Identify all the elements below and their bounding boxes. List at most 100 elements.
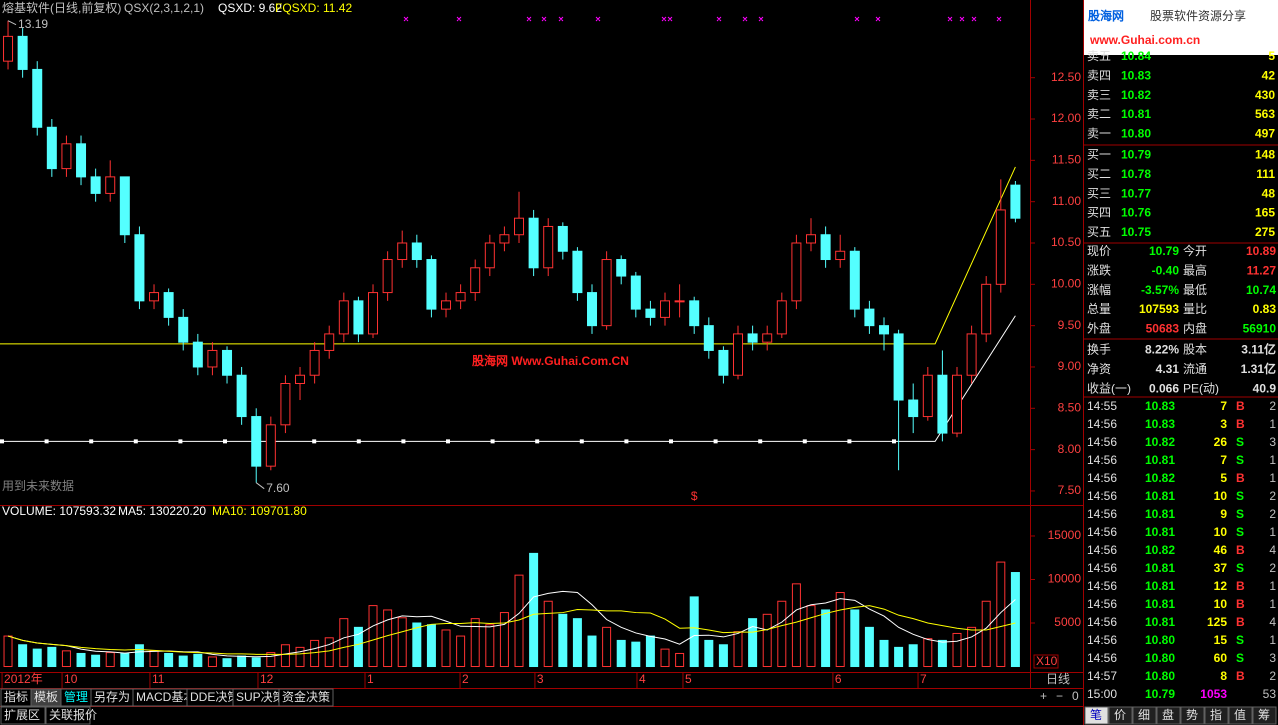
trend-line xyxy=(0,166,1016,345)
book-size: 430 xyxy=(1255,88,1275,102)
candle-body xyxy=(134,234,145,302)
trade-volume: 15 xyxy=(1214,633,1228,647)
side-tab-label[interactable]: 指 xyxy=(1210,707,1222,722)
legend-entry: MA10: 109701.80 xyxy=(212,504,307,518)
period-label: 日线 xyxy=(1046,672,1070,686)
tab-label[interactable]: MACD基本 xyxy=(136,690,195,704)
volume-bar xyxy=(456,635,466,668)
trade-volume: 10 xyxy=(1214,525,1228,539)
candle-body xyxy=(426,259,437,310)
tab-label[interactable]: 管理 xyxy=(64,689,88,704)
book-price: 10.77 xyxy=(1121,186,1151,200)
trade-count: 1 xyxy=(1269,471,1276,485)
y-tick-label: 11.50 xyxy=(1052,153,1081,167)
indicator-name: QSX(2,3,1,2,1) xyxy=(124,1,204,15)
line-dot xyxy=(446,439,450,444)
side-tab-label[interactable]: 盘 xyxy=(1162,707,1174,722)
candle-body xyxy=(791,242,802,302)
zoom-button[interactable]: − xyxy=(1056,689,1063,703)
book-label: 卖一 xyxy=(1087,126,1111,140)
legend-entry: VOLUME: 107593.32 xyxy=(2,504,116,518)
trade-side: S xyxy=(1236,525,1244,539)
book-size: 5 xyxy=(1268,49,1275,63)
tab[interactable] xyxy=(45,706,91,725)
trade-volume: 125 xyxy=(1207,615,1227,629)
x-tick-label: 5 xyxy=(685,672,692,686)
side-tab-label[interactable]: 势 xyxy=(1186,708,1198,722)
candle-body xyxy=(995,209,1006,285)
trade-side: S xyxy=(1236,507,1244,521)
stat-value: 4.31 xyxy=(1156,362,1180,376)
trade-volume: 7 xyxy=(1220,453,1227,467)
side-tab[interactable] xyxy=(1132,706,1157,725)
side-tab[interactable] xyxy=(1228,706,1253,725)
x-tick-label: 1 xyxy=(367,672,374,686)
tab-label[interactable]: DDE决策 xyxy=(190,690,239,704)
side-tab[interactable] xyxy=(1180,706,1205,725)
tab-label[interactable]: 指标 xyxy=(4,689,28,704)
tab-label[interactable]: 模板 xyxy=(34,690,58,704)
side-tab-label[interactable]: 筹 xyxy=(1258,708,1270,722)
trade-side: B xyxy=(1236,597,1245,611)
trade-count: 2 xyxy=(1269,669,1276,683)
volume-bar xyxy=(879,639,889,668)
unit-label: X10 xyxy=(1036,654,1058,668)
candle-body xyxy=(893,333,904,401)
side-tab[interactable] xyxy=(1204,706,1229,725)
stat-label: 换手 xyxy=(1087,343,1111,357)
zoom-button[interactable]: + xyxy=(1040,689,1047,703)
line-dot xyxy=(535,439,540,444)
trade-price: 10.81 xyxy=(1145,525,1175,539)
tab[interactable] xyxy=(278,688,334,707)
book-size: 165 xyxy=(1255,206,1275,220)
side-tab[interactable] xyxy=(1084,706,1109,725)
stat-value: 8.22% xyxy=(1145,343,1179,357)
side-tab[interactable] xyxy=(1156,706,1181,725)
volume-bar xyxy=(470,618,480,668)
line-dot xyxy=(490,439,495,444)
side-tab[interactable] xyxy=(1108,706,1133,725)
candle-body xyxy=(1010,184,1021,219)
logo-slogan: 股票软件资源分享 xyxy=(1150,8,1246,23)
zoom-button[interactable]: 0 xyxy=(1072,689,1079,703)
line-dot xyxy=(223,439,227,444)
stat-value: 10.74 xyxy=(1246,283,1276,297)
volume-bar xyxy=(339,618,349,668)
candle-body xyxy=(864,308,875,327)
stat-value: 10.89 xyxy=(1246,244,1276,258)
side-tab-label[interactable]: 细 xyxy=(1138,708,1150,722)
y-tick-label: 12.00 xyxy=(1051,111,1081,125)
tab-label[interactable]: 关联报价 xyxy=(49,707,97,722)
volume-bar xyxy=(1010,572,1020,668)
trade-volume: 60 xyxy=(1214,651,1228,665)
candle-body xyxy=(265,424,276,467)
side-tab-label[interactable]: 值 xyxy=(1234,707,1246,722)
tab-label[interactable]: 扩展区 xyxy=(4,708,40,722)
volume-bar xyxy=(397,617,407,668)
volume-bar xyxy=(981,600,991,668)
stat-label: 涨幅 xyxy=(1087,282,1111,297)
side-tab-label[interactable]: 价 xyxy=(1114,708,1126,722)
volume-bar xyxy=(835,592,845,668)
side-tab[interactable] xyxy=(1252,706,1277,725)
line-dot xyxy=(802,439,807,444)
line-dot xyxy=(713,439,718,444)
trade-side: S xyxy=(1236,651,1244,665)
book-size: 111 xyxy=(1256,167,1275,181)
tab-label[interactable]: SUP决策 xyxy=(236,690,285,704)
y-tick-label: 12.50 xyxy=(1051,70,1081,84)
y-tick-label: 5000 xyxy=(1054,615,1081,629)
candle-body xyxy=(601,259,612,327)
tab-label[interactable]: 资金决策 xyxy=(282,689,330,704)
tab[interactable] xyxy=(0,706,46,725)
stat-label: 总量 xyxy=(1087,302,1111,316)
candle-body xyxy=(411,242,422,261)
volume-bar xyxy=(587,635,597,668)
trade-time: 14:56 xyxy=(1087,597,1117,611)
side-tab-label[interactable]: 笔 xyxy=(1090,707,1102,722)
trade-time: 14:56 xyxy=(1087,507,1117,521)
trade-price: 10.81 xyxy=(1145,579,1175,593)
tab-label[interactable]: 另存为 xyxy=(94,690,130,704)
y-tick-label: 10000 xyxy=(1048,572,1082,586)
candle-body xyxy=(309,349,320,376)
